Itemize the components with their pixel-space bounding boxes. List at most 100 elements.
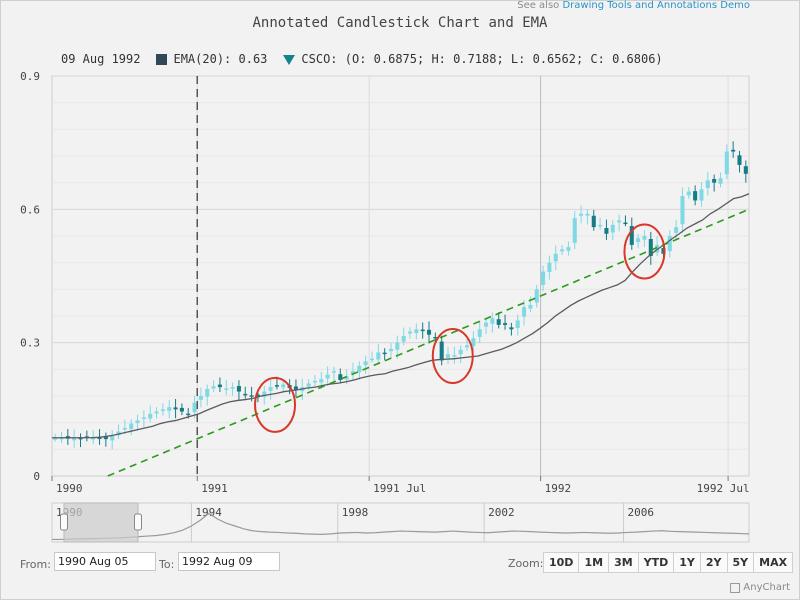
navigator-handle	[134, 513, 142, 531]
candle-body	[186, 413, 191, 416]
navigator-area	[51, 502, 750, 543]
candle-body	[382, 352, 387, 355]
candle-body	[281, 384, 286, 388]
candle-body	[718, 178, 723, 184]
zoom-ytd-button[interactable]: YTD	[637, 552, 675, 573]
candle-body	[376, 352, 381, 360]
y-tick-label: 0	[33, 470, 40, 483]
zoom-10d-button[interactable]: 10D	[543, 552, 580, 573]
y-tick-label: 0.3	[20, 337, 40, 350]
navigator-tick-label: 2006	[628, 506, 655, 519]
candle-body	[167, 407, 172, 411]
candle-body	[350, 371, 356, 374]
candle-body	[560, 249, 565, 252]
candle-body	[496, 319, 501, 325]
candle-body	[452, 355, 457, 357]
candle-body	[591, 215, 596, 228]
candle-body	[97, 437, 102, 440]
candle-body	[230, 387, 235, 389]
candle-body	[566, 247, 571, 251]
to-date-input[interactable]	[178, 552, 280, 571]
range-selector: From: To: Zoom: 10D 1M 3M YTD 1Y 2Y 5Y M…	[0, 550, 800, 580]
candle-body	[312, 380, 317, 383]
candle-body	[680, 196, 685, 225]
candle-body	[395, 342, 400, 350]
legend-date: 09 Aug 1992	[61, 52, 141, 66]
candle-body	[572, 218, 577, 243]
candle-body	[160, 409, 165, 411]
chart-plot[interactable]: 0 0.3 0.6 0.9 1990 1991 1991 Jul 1992 1992 Jul 1…	[0, 0, 800, 550]
zoom-label: Zoom:	[508, 557, 544, 570]
y-tick-label: 0.9	[20, 70, 40, 83]
legend-ema[interactable]: EMA(20): 0.63	[173, 52, 268, 66]
candle-body	[325, 374, 330, 379]
candle-body	[541, 271, 546, 285]
candle-body	[255, 394, 260, 397]
candle-body	[477, 329, 482, 337]
to-label: To:	[159, 558, 175, 571]
candle-body	[306, 383, 311, 387]
candle-body	[515, 320, 520, 328]
candle-body	[686, 191, 691, 196]
candle-body	[433, 336, 438, 339]
candle-body	[503, 323, 508, 325]
annotation-ellipse	[623, 223, 666, 280]
zoom-5y-button[interactable]: 5Y	[726, 552, 755, 573]
candle-body	[705, 180, 710, 188]
candle-body	[331, 371, 336, 373]
y-tick-label: 0.6	[20, 203, 40, 216]
x-tick-label: 1991	[201, 482, 228, 495]
candle-body	[420, 329, 425, 332]
candle-body	[129, 423, 134, 430]
credit[interactable]: AnyChart	[730, 582, 790, 593]
navigator-tick-label: 1998	[342, 506, 369, 519]
zoom-1m-button[interactable]: 1M	[578, 552, 610, 573]
annotation-ellipse	[254, 376, 297, 433]
candle-body	[141, 417, 146, 419]
candle-body	[534, 289, 539, 303]
candle-body	[262, 391, 267, 398]
candle-body	[401, 336, 406, 342]
navigator-selection	[63, 502, 139, 543]
candle-body	[743, 166, 748, 174]
candle-body	[388, 348, 394, 352]
candle-body	[224, 388, 229, 390]
legend-csco[interactable]: CSCO: (O: 0.6875; H: 0.7188; L: 0.6562; …	[301, 52, 663, 66]
candle-body	[712, 179, 717, 183]
navigator[interactable]: 19901994199820022006	[51, 502, 750, 543]
zoom-3m-button[interactable]: 3M	[608, 552, 639, 573]
candle-body	[192, 402, 197, 413]
zoom-1y-button[interactable]: 1Y	[673, 552, 701, 573]
navigator-handle	[60, 513, 68, 531]
candle-body	[579, 213, 584, 216]
see-also-link[interactable]: Drawing Tools and Annotations Demo	[562, 0, 750, 11]
candle-body	[268, 387, 273, 391]
candle-body	[243, 393, 248, 396]
csco-legend-triangle-icon[interactable]	[283, 55, 296, 65]
from-date-input[interactable]	[54, 552, 156, 571]
candle-body	[407, 331, 413, 334]
navigator-tick-label: 1994	[195, 506, 222, 519]
candle-body	[648, 239, 653, 256]
candle-body	[471, 338, 476, 347]
candle-body	[72, 437, 77, 441]
candle-body	[604, 228, 609, 234]
candle-body	[148, 413, 153, 419]
candle-body	[344, 376, 349, 380]
candle-body	[369, 358, 375, 361]
chart-title: Annotated Candlestick Chart and EMA	[252, 15, 548, 31]
candle-body	[484, 322, 489, 327]
x-tick-label: 1992	[545, 482, 572, 495]
trend-line	[107, 208, 750, 477]
candle-body	[293, 386, 298, 390]
zoom-max-button[interactable]: MAX	[753, 552, 794, 573]
ema-legend-square-icon[interactable]	[156, 53, 168, 65]
candle-body	[465, 345, 470, 348]
candle-body	[547, 262, 552, 272]
candle-body	[439, 341, 444, 361]
candle-body	[629, 226, 634, 245]
candle-body	[426, 329, 432, 335]
zoom-2y-button[interactable]: 2Y	[699, 552, 728, 573]
candle-body	[363, 361, 368, 366]
candle-body	[179, 407, 184, 412]
